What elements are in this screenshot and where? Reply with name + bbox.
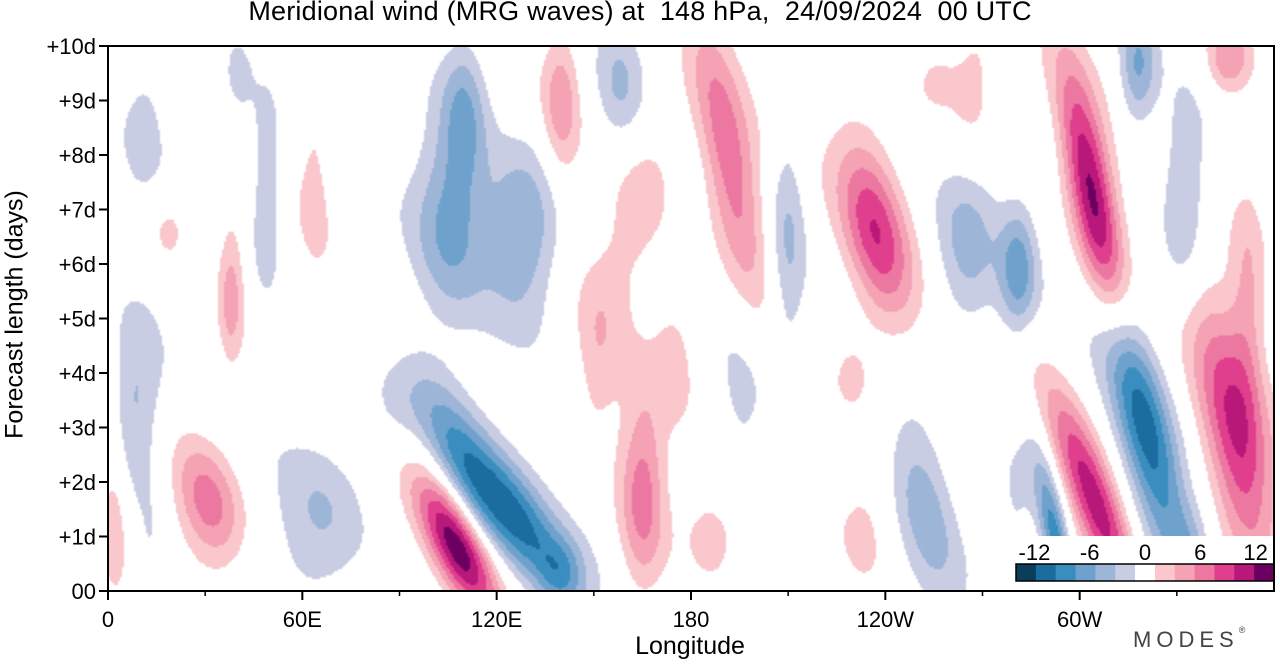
- y-tick-label: +7d: [59, 198, 96, 223]
- colorbar-tick-label: 0: [1139, 540, 1151, 565]
- chart-title: Meridional wind (MRG waves) at 148 hPa, …: [248, 0, 1032, 26]
- colorbar-tick-label: 12: [1243, 540, 1267, 565]
- y-tick-label: +5d: [59, 307, 96, 332]
- brand-name: MODES: [1133, 627, 1239, 652]
- plot-area: [108, 46, 1274, 591]
- x-tick-label: 60E: [283, 607, 322, 632]
- colorbar-labels: -12 -6 0 6 12: [1019, 540, 1268, 565]
- x-tick-label: 60W: [1057, 607, 1102, 632]
- colorbar-tick-label: -12: [1019, 540, 1051, 565]
- colorbar-swatch: [1194, 564, 1215, 581]
- colorbar-swatches: [1015, 563, 1275, 582]
- colorbar-swatch: [1095, 564, 1116, 581]
- colorbar-swatch: [1055, 564, 1077, 581]
- colorbar-swatch: [1016, 564, 1037, 581]
- x-tick-label: 0: [102, 607, 114, 632]
- colorbar-swatch: [1214, 564, 1235, 581]
- y-tick-label: +10d: [46, 34, 96, 59]
- y-tick-label: +9d: [59, 89, 96, 114]
- wind-field-contours: [108, 46, 1274, 591]
- y-tick-label: +1d: [59, 525, 96, 550]
- colorbar-swatch: [1154, 564, 1176, 581]
- colorbar-swatch: [1115, 564, 1136, 581]
- colorbar-swatch: [1254, 564, 1275, 581]
- x-axis-label: Longitude: [635, 632, 745, 660]
- x-tick-label: 120E: [471, 607, 522, 632]
- plot-frame: [107, 45, 1275, 592]
- y-tick-label: +2d: [59, 470, 96, 495]
- y-tick-label: +6d: [59, 252, 96, 277]
- colorbar-swatch: [1075, 564, 1096, 581]
- y-tick-label: +8d: [59, 143, 96, 168]
- axis-ticks: 0 60E 120E 180 120W 60W 00 +1d +2d +3d +4d +5d +6d +7…: [46, 34, 1178, 632]
- colorbar-swatch: [1234, 564, 1255, 581]
- y-tick-label: +4d: [59, 361, 96, 386]
- colorbar: -12 -6 0 6 12: [1010, 536, 1275, 590]
- colorbar-swatch: [1135, 564, 1156, 581]
- brand-mark: ®: [1238, 625, 1246, 635]
- colorbar-tick-label: -6: [1080, 540, 1100, 565]
- colorbar-swatch: [1035, 564, 1057, 581]
- x-tick-label: 120W: [857, 607, 915, 632]
- modes-logo: MODES®: [1133, 625, 1245, 653]
- y-tick-label: 00: [72, 579, 96, 604]
- colorbar-tick-label: 6: [1194, 540, 1206, 565]
- x-tick-label: 180: [673, 607, 710, 632]
- colorbar-swatch: [1174, 564, 1196, 581]
- y-tick-label: +3d: [59, 416, 96, 441]
